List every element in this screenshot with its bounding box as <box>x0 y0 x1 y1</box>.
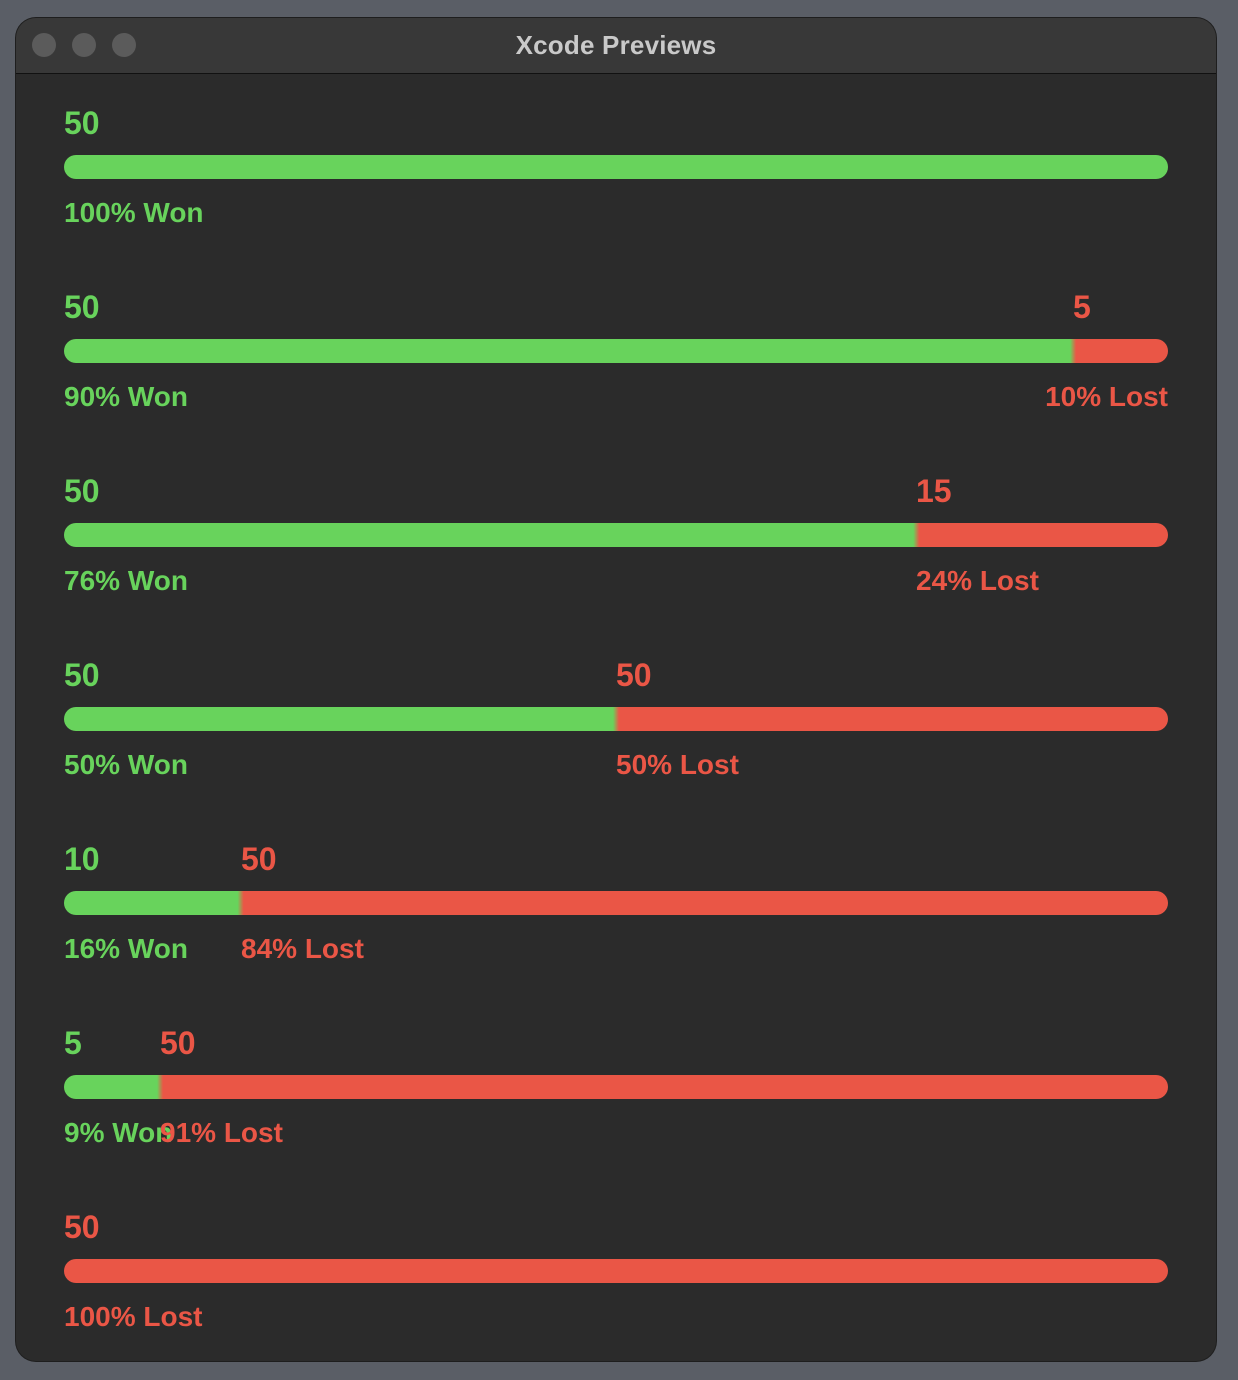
win-loss-row: 5 9% Won 50 91% Lost <box>64 994 1168 1178</box>
lost-count: 5 <box>1073 289 1091 325</box>
won-percent-label: 100% Won <box>64 197 204 228</box>
lost-segment <box>1073 339 1168 363</box>
title-bar: Xcode Previews <box>16 18 1216 74</box>
win-loss-bar <box>64 155 1168 179</box>
win-loss-row: 10 16% Won 50 84% Lost <box>64 810 1168 994</box>
won-percent-label: 16% Won <box>64 933 188 964</box>
win-loss-bar <box>64 707 1168 731</box>
won-count: 50 <box>64 289 100 325</box>
lost-count: 50 <box>64 1209 100 1245</box>
lost-segment <box>64 1259 1168 1283</box>
lost-percent-label: 10% Lost <box>1045 381 1168 412</box>
win-loss-row: 50 76% Won 15 24% Lost <box>64 442 1168 626</box>
lost-percent-label: 50% Lost <box>616 749 739 780</box>
lost-segment <box>616 707 1168 731</box>
lost-percent-label: 91% Lost <box>160 1117 283 1148</box>
lost-count: 50 <box>241 841 277 877</box>
lost-percent-label: 24% Lost <box>916 565 1039 596</box>
win-loss-row: 50 100% Lost <box>64 1178 1168 1361</box>
lost-count: 50 <box>616 657 652 693</box>
lost-percent-label: 100% Lost <box>64 1301 203 1332</box>
lost-segment <box>241 891 1168 915</box>
won-segment <box>64 891 241 915</box>
win-loss-bar <box>64 523 1168 547</box>
minimize-window-button[interactable] <box>72 33 96 57</box>
lost-percent-label: 84% Lost <box>241 933 364 964</box>
close-window-button[interactable] <box>32 33 56 57</box>
win-loss-bar <box>64 1075 1168 1099</box>
lost-count: 50 <box>160 1025 196 1061</box>
lost-segment <box>160 1075 1168 1099</box>
won-segment <box>64 155 1168 179</box>
window-title: Xcode Previews <box>515 30 717 60</box>
zoom-window-button[interactable] <box>112 33 136 57</box>
win-loss-row: 50 50% Won 50 50% Lost <box>64 626 1168 810</box>
won-count: 50 <box>64 105 100 141</box>
won-count: 10 <box>64 841 100 877</box>
won-segment <box>64 707 616 731</box>
win-loss-bar <box>64 1259 1168 1283</box>
lost-segment <box>916 523 1168 547</box>
won-percent-label: 90% Won <box>64 381 188 412</box>
win-loss-row: 50 100% Won <box>64 74 1168 258</box>
won-count: 50 <box>64 657 100 693</box>
won-percent-label: 9% Won <box>64 1117 173 1148</box>
won-percent-label: 76% Won <box>64 565 188 596</box>
preview-window: Xcode Previews 50 100% Won 50 90% Won 5 10% L… <box>16 18 1216 1361</box>
preview-content: 50 100% Won 50 90% Won 5 10% Lost 50 76% Won 15 2… <box>16 74 1216 1361</box>
won-segment <box>64 523 916 547</box>
lost-count: 15 <box>916 473 952 509</box>
win-loss-bar <box>64 891 1168 915</box>
won-percent-label: 50% Won <box>64 749 188 780</box>
won-count: 50 <box>64 473 100 509</box>
win-loss-row: 50 90% Won 5 10% Lost <box>64 258 1168 442</box>
won-count: 5 <box>64 1025 82 1061</box>
win-loss-bar <box>64 339 1168 363</box>
won-segment <box>64 339 1073 363</box>
won-segment <box>64 1075 160 1099</box>
